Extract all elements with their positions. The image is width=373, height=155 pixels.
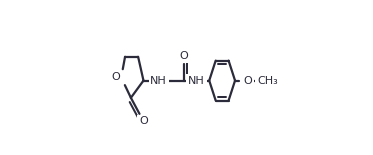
Text: O: O xyxy=(244,76,252,86)
Text: O: O xyxy=(179,51,188,61)
Text: NH: NH xyxy=(188,76,205,86)
Text: CH₃: CH₃ xyxy=(257,76,278,86)
Text: O: O xyxy=(112,73,120,82)
Text: O: O xyxy=(139,116,148,126)
Text: NH: NH xyxy=(150,76,167,86)
